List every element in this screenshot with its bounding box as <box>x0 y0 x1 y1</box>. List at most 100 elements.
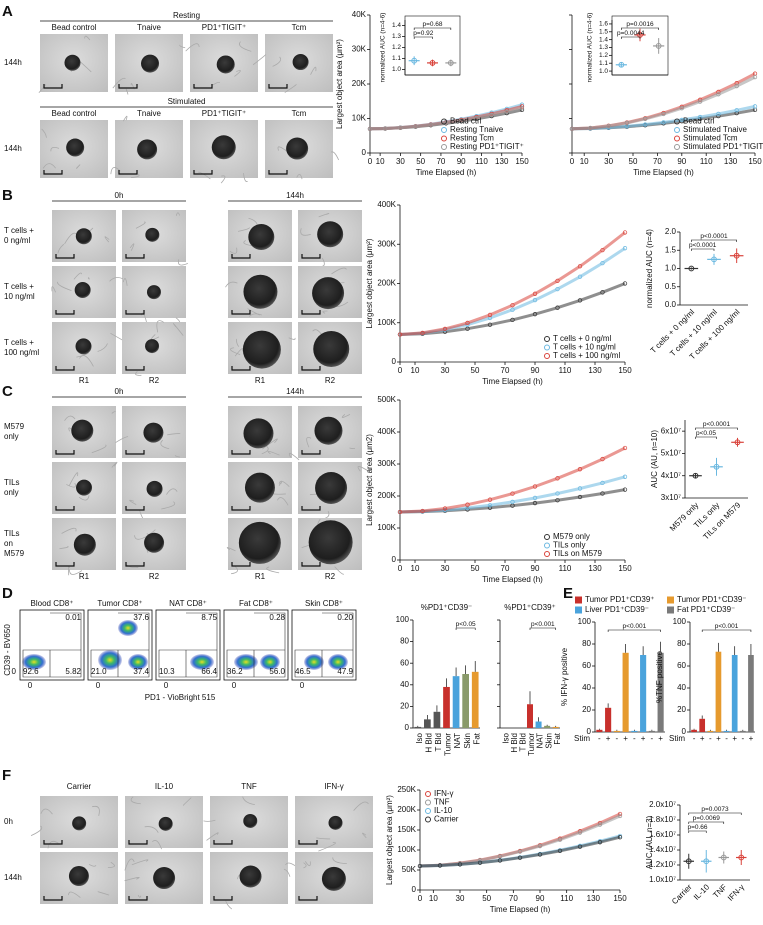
y-axis-label: Largest object area (μm²) <box>335 39 344 129</box>
image-texture <box>203 819 216 822</box>
scale-bar <box>118 170 138 175</box>
image-texture <box>330 151 340 161</box>
x-tick-label: 90 <box>677 157 686 166</box>
x-tick-label: 50 <box>471 366 480 375</box>
y-tick-label: 2.0 <box>665 227 677 236</box>
x-tick-label: IFN-γ <box>726 883 746 903</box>
scale-bar <box>55 450 75 455</box>
x-tick-label: 110 <box>559 366 572 375</box>
x-tick-label: 70 <box>501 366 510 375</box>
bar <box>535 721 542 728</box>
series-marker <box>577 486 583 491</box>
series-marker <box>606 123 611 129</box>
image-texture <box>125 88 129 95</box>
x-tick-label: 50 <box>416 157 425 166</box>
scale-bar <box>231 310 251 315</box>
p-value: p=0.0073 <box>701 806 729 813</box>
quadrant-value: 47.9 <box>337 667 353 676</box>
image-texture <box>288 337 296 340</box>
y-tick-label: 400K <box>377 200 396 209</box>
group-header: 144h <box>286 387 304 396</box>
series-marker <box>465 502 470 507</box>
spheroid <box>211 135 236 160</box>
spheroid <box>317 221 344 248</box>
significance-bracket <box>688 812 742 815</box>
x-tick-label: H Bld <box>510 733 519 753</box>
scale-bar <box>55 366 75 371</box>
image-texture <box>248 217 258 226</box>
image-texture <box>110 167 121 175</box>
spheroid <box>158 816 173 831</box>
legend-label: Carrier <box>434 815 459 824</box>
x-tick-label: - <box>741 734 744 743</box>
panel-letter: E <box>563 585 573 602</box>
y-axis-label: AUC (AU, n=10) <box>650 430 659 488</box>
x-tick-label: Iso <box>415 732 424 743</box>
significance-bracket <box>621 27 659 30</box>
column-label: Bead control <box>52 109 97 118</box>
series-marker <box>555 498 560 503</box>
x-tick-label: 50 <box>482 894 491 903</box>
series-marker <box>622 474 628 479</box>
series-marker <box>532 312 538 317</box>
image-texture <box>277 497 289 506</box>
y-axis-label: %TNF positive <box>655 650 664 703</box>
series-marker <box>617 835 623 840</box>
row-label: 0h <box>4 817 13 826</box>
bar <box>452 676 460 728</box>
series-marker <box>398 125 403 130</box>
bar <box>723 730 730 732</box>
quadrant-value: 46.5 <box>295 667 311 676</box>
group-header: 0h <box>115 387 124 396</box>
x-tick-label: IL-10 <box>692 882 712 902</box>
series-marker <box>487 503 493 508</box>
x-tick-label: + <box>716 734 721 743</box>
spheroid <box>153 867 176 890</box>
legend-label: TILs only <box>553 541 585 550</box>
image-texture <box>166 488 178 495</box>
image-texture <box>76 164 81 169</box>
bar <box>640 655 647 732</box>
y-tick-label: 200K <box>397 805 416 814</box>
spheroid <box>248 223 275 250</box>
x-tick-label: 10 <box>411 366 420 375</box>
panel-letter: C <box>2 383 13 400</box>
x-tick-label: Skin <box>544 733 553 749</box>
image-texture <box>278 480 290 487</box>
y-tick-label: 1.0 <box>665 264 677 273</box>
spheroid <box>143 422 164 443</box>
series-marker <box>557 837 563 842</box>
row-label: 10 ng/ml <box>4 292 35 301</box>
x-axis-label: Time Elapsed (h) <box>490 905 551 914</box>
image-texture <box>349 447 356 450</box>
p-value: p<0.001 <box>531 621 555 628</box>
legend-label: T cells + 100 ng/ml <box>553 351 620 360</box>
gate <box>90 612 150 678</box>
series-marker <box>510 303 515 308</box>
significance-bracket <box>695 436 717 439</box>
x-tick-label: + <box>623 734 628 743</box>
significance-bracket <box>413 36 433 39</box>
series-marker <box>555 286 560 292</box>
scale-bar <box>43 84 63 89</box>
x-tick-label: TILs on M579 <box>701 500 742 541</box>
series-marker <box>752 104 758 109</box>
series-marker <box>465 326 470 331</box>
image-texture <box>124 877 140 882</box>
series-marker <box>643 122 648 127</box>
x-tick-label: 110 <box>475 157 488 166</box>
flow-title: NAT CD8⁺ <box>169 599 207 608</box>
x-tick-label: + <box>732 734 737 743</box>
series-marker <box>397 509 403 515</box>
legend-marker <box>674 144 680 150</box>
image-texture <box>110 333 124 342</box>
mean-marker <box>447 60 454 66</box>
spheroid <box>292 54 309 71</box>
image-texture <box>122 278 128 286</box>
x-tick-label: + <box>700 734 705 743</box>
row-label: 144h <box>4 58 22 67</box>
x-axis-label: Time Elapsed (h) <box>416 168 477 177</box>
column-footer: R2 <box>149 376 160 385</box>
scale-bar <box>231 562 251 567</box>
